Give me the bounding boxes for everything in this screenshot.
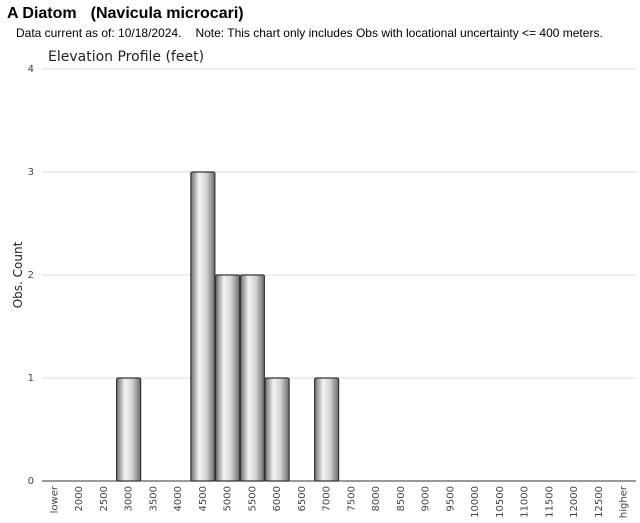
x-tick-label: 8000 — [371, 486, 382, 511]
chart-subtitle: Data current as of: 10/18/2024. Note: Thi… — [16, 26, 603, 40]
y-tick-label: 1 — [28, 373, 34, 384]
data-current-date: Data current as of: 10/18/2024. — [16, 26, 182, 40]
x-tick-label: 11500 — [544, 486, 555, 518]
gridlines — [42, 68, 636, 482]
x-tick-label: 6500 — [297, 486, 308, 511]
x-tick-label: 4500 — [198, 486, 209, 511]
x-tick-label: 10000 — [470, 486, 481, 518]
x-tick-label: 5000 — [223, 486, 234, 511]
x-tick-label: higher — [619, 485, 630, 518]
x-tick-label: 2000 — [74, 486, 85, 511]
x-tick-label: 7500 — [346, 486, 357, 511]
species-common-name: A Diatom — [7, 5, 77, 22]
bar-3000 — [116, 377, 142, 482]
bar-4500 — [190, 171, 216, 482]
chart-header: A Diatom (Navicula microcari) — [7, 5, 244, 23]
chart-note: Note: This chart only includes Obs with … — [195, 26, 603, 40]
y-tick-label: 3 — [28, 167, 34, 178]
x-tick-label: 9000 — [421, 486, 432, 511]
x-tick-label: 6000 — [272, 486, 283, 511]
y-axis-label: Obs. Count — [11, 241, 25, 308]
bar-5500 — [239, 274, 265, 482]
x-tick-label: 9500 — [445, 486, 456, 511]
chart-title: Elevation Profile (feet) — [48, 49, 205, 65]
bar-7000 — [314, 377, 340, 482]
y-tick-label: 2 — [28, 270, 34, 281]
species-scientific-name: (Navicula microcari) — [90, 5, 244, 22]
y-tick-label: 0 — [28, 476, 34, 487]
x-tick-label: 10500 — [495, 486, 506, 518]
bar-6000 — [264, 377, 290, 482]
x-tick-label: 3000 — [124, 486, 135, 511]
x-tick-label: 12000 — [569, 486, 580, 518]
x-tick-label: 4000 — [173, 486, 184, 511]
x-tick-label: 3500 — [148, 486, 159, 511]
x-tick-label: 7000 — [322, 486, 333, 511]
x-tick-label: 11000 — [520, 486, 531, 518]
x-tick-label: 12500 — [594, 486, 605, 518]
axes: 0 1 2 3 4 lower 2000 2500 3000 3500 4000 4500 5000 55… — [28, 64, 630, 518]
bar-5000 — [215, 274, 241, 482]
bars — [116, 171, 340, 482]
x-tick-label: 5500 — [247, 486, 258, 511]
y-tick-label: 4 — [28, 64, 34, 75]
x-tick-label: lower — [49, 485, 60, 513]
x-tick-label: 8500 — [396, 486, 407, 511]
x-tick-label: 2500 — [99, 486, 110, 511]
